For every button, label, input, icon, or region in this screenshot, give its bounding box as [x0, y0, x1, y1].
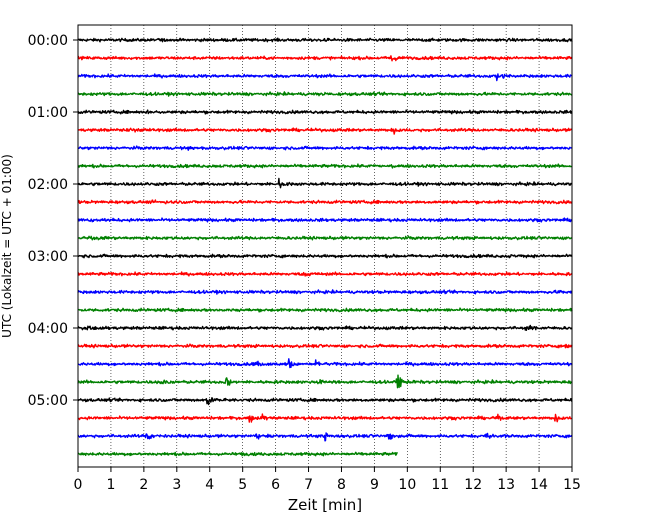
x-tick-label-3: 3 [172, 477, 181, 493]
y-tick-label-4: 04:00 [28, 321, 68, 337]
trace-0000 [77, 37, 573, 43]
trace-0515 [77, 413, 573, 423]
x-tick-label-7: 7 [304, 477, 313, 493]
trace-0445 [77, 374, 573, 389]
trace-0115 [77, 127, 573, 135]
x-tick-label-6: 6 [271, 477, 280, 493]
x-tick-label-14: 14 [530, 477, 548, 493]
trace-0430 [77, 358, 573, 369]
x-tick-label-9: 9 [370, 477, 379, 493]
x-axis-ticks: 0 1 2 3 4 5 6 7 8 9 10 11 12 13 14 15 [74, 467, 581, 493]
trace-0215 [77, 199, 573, 205]
trace-0230 [77, 217, 573, 223]
trace-0245 [77, 235, 573, 241]
trace-0200 [77, 177, 573, 189]
y-tick-label-1: 01:00 [28, 105, 68, 121]
trace-0500 [77, 397, 573, 406]
x-tick-label-0: 0 [74, 477, 83, 493]
y-axis-ticks: 00:00 01:00 02:00 03:00 04:00 05:00 [28, 33, 78, 409]
trace-0530 [77, 432, 573, 442]
y-tick-label-2: 02:00 [28, 177, 68, 193]
x-tick-label-10: 10 [398, 477, 416, 493]
x-axis-label: Zeit [min] [288, 496, 362, 514]
traces [77, 37, 573, 457]
trace-0030 [77, 73, 573, 82]
x-tick-label-8: 8 [337, 477, 346, 493]
trace-0545 [77, 451, 399, 457]
x-tick-label-2: 2 [139, 477, 148, 493]
trace-0100 [77, 109, 573, 115]
trace-0330 [77, 289, 573, 295]
trace-0345 [77, 307, 573, 313]
x-tick-label-1: 1 [106, 477, 115, 493]
trace-0415 [77, 343, 573, 349]
trace-0400 [77, 324, 573, 331]
x-tick-label-5: 5 [238, 477, 247, 493]
y-axis-label: UTC (Lokalzeit = UTC + 01:00) [0, 154, 14, 338]
trace-0045 [77, 91, 573, 97]
trace-0315 [77, 271, 573, 277]
trace-0145 [77, 163, 573, 169]
x-tick-label-15: 15 [563, 477, 581, 493]
x-tick-label-13: 13 [497, 477, 515, 493]
x-tick-label-4: 4 [205, 477, 214, 493]
y-tick-label-0: 00:00 [28, 33, 68, 49]
trace-0130 [77, 145, 573, 151]
plot-frame [77, 24, 573, 468]
x-tick-label-12: 12 [464, 477, 482, 493]
trace-0300 [77, 253, 573, 259]
y-tick-label-5: 05:00 [28, 393, 68, 409]
y-tick-label-3: 03:00 [28, 249, 68, 265]
trace-0015 [77, 55, 573, 62]
x-tick-label-11: 11 [431, 477, 449, 493]
